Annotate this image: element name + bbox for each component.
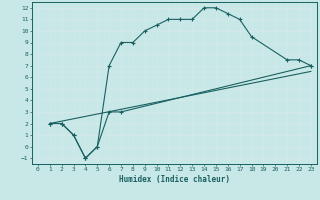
X-axis label: Humidex (Indice chaleur): Humidex (Indice chaleur) <box>119 175 230 184</box>
